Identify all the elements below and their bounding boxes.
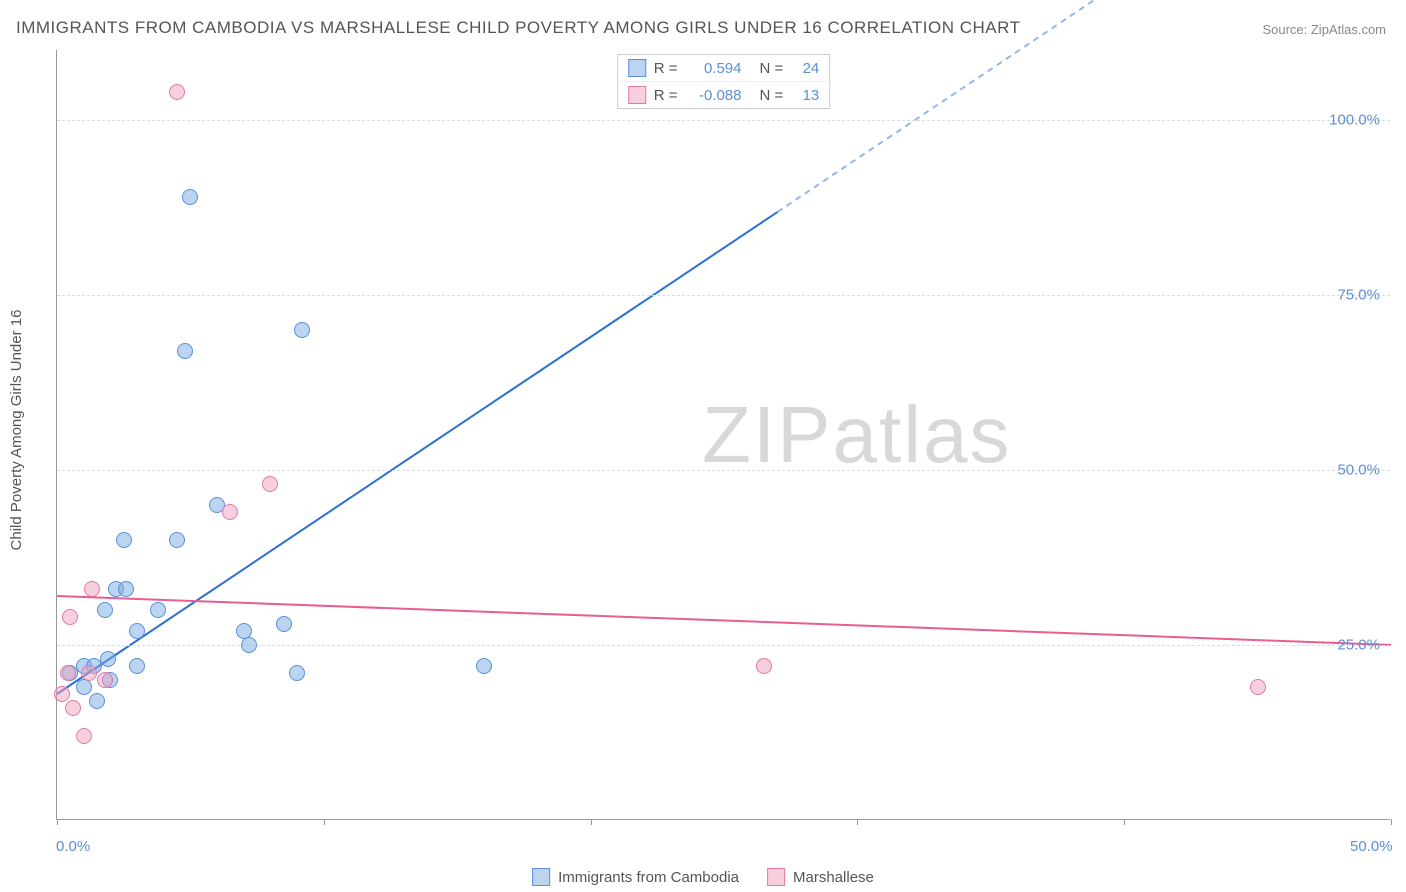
y-tick-label: 25.0% xyxy=(1337,637,1380,654)
data-point xyxy=(150,602,166,618)
legend-N-value: 13 xyxy=(791,87,819,104)
x-tick xyxy=(1124,819,1125,825)
legend-series-item: Marshallese xyxy=(767,868,874,886)
legend-swatch-icon xyxy=(628,86,646,104)
data-point xyxy=(1250,679,1266,695)
trend-lines-svg xyxy=(57,50,1390,819)
legend-series-label: Marshallese xyxy=(793,869,874,886)
legend-swatch-icon xyxy=(628,59,646,77)
data-point xyxy=(76,679,92,695)
gridline xyxy=(57,295,1390,296)
data-point xyxy=(116,532,132,548)
legend-R-label: R = xyxy=(654,60,678,77)
legend-correlation-row: R = -0.088 N = 13 xyxy=(618,81,830,108)
chart-title: IMMIGRANTS FROM CAMBODIA VS MARSHALLESE … xyxy=(16,18,1020,38)
data-point xyxy=(89,693,105,709)
y-tick-label: 100.0% xyxy=(1329,112,1380,129)
data-point xyxy=(476,658,492,674)
data-point xyxy=(262,476,278,492)
x-tick xyxy=(324,819,325,825)
legend-series: Immigrants from Cambodia Marshallese xyxy=(532,868,874,886)
data-point xyxy=(84,581,100,597)
data-point xyxy=(756,658,772,674)
data-point xyxy=(222,504,238,520)
x-tick-label: 0.0% xyxy=(56,838,90,855)
legend-N-value: 24 xyxy=(791,60,819,77)
data-point xyxy=(76,728,92,744)
legend-series-label: Immigrants from Cambodia xyxy=(558,869,739,886)
data-point xyxy=(169,532,185,548)
legend-R-value: -0.088 xyxy=(686,87,742,104)
data-point xyxy=(241,637,257,653)
data-point xyxy=(65,700,81,716)
legend-swatch-icon xyxy=(767,868,785,886)
y-tick-label: 50.0% xyxy=(1337,462,1380,479)
data-point xyxy=(169,84,185,100)
gridline xyxy=(57,470,1390,471)
y-tick-label: 75.0% xyxy=(1337,287,1380,304)
plot-area: ZIPatlas R =0.594N =24R =-0.088N =13 25.… xyxy=(56,50,1390,820)
legend-R-value: 0.594 xyxy=(686,60,742,77)
x-tick-label: 50.0% xyxy=(1350,838,1393,855)
data-point xyxy=(81,665,97,681)
legend-swatch-icon xyxy=(532,868,550,886)
data-point xyxy=(62,609,78,625)
data-point xyxy=(129,623,145,639)
data-point xyxy=(294,322,310,338)
x-tick xyxy=(57,819,58,825)
legend-R-label: R = xyxy=(654,87,678,104)
source-label: Source: ZipAtlas.com xyxy=(1262,22,1386,37)
gridline xyxy=(57,120,1390,121)
data-point xyxy=(100,651,116,667)
data-point xyxy=(182,189,198,205)
data-point xyxy=(177,343,193,359)
legend-N-label: N = xyxy=(760,60,784,77)
data-point xyxy=(118,581,134,597)
x-tick xyxy=(1391,819,1392,825)
data-point xyxy=(97,672,113,688)
x-tick xyxy=(857,819,858,825)
chart-container: IMMIGRANTS FROM CAMBODIA VS MARSHALLESE … xyxy=(0,0,1406,892)
legend-correlation: R = 0.594 N = 24 R = -0.088 N = 13 xyxy=(617,54,831,109)
legend-series-item: Immigrants from Cambodia xyxy=(532,868,739,886)
data-point xyxy=(97,602,113,618)
data-point xyxy=(54,686,70,702)
data-point xyxy=(129,658,145,674)
data-point xyxy=(276,616,292,632)
x-tick xyxy=(591,819,592,825)
legend-N-label: N = xyxy=(760,87,784,104)
data-point xyxy=(289,665,305,681)
legend-correlation-row: R = 0.594 N = 24 xyxy=(618,55,830,81)
data-point xyxy=(60,665,76,681)
